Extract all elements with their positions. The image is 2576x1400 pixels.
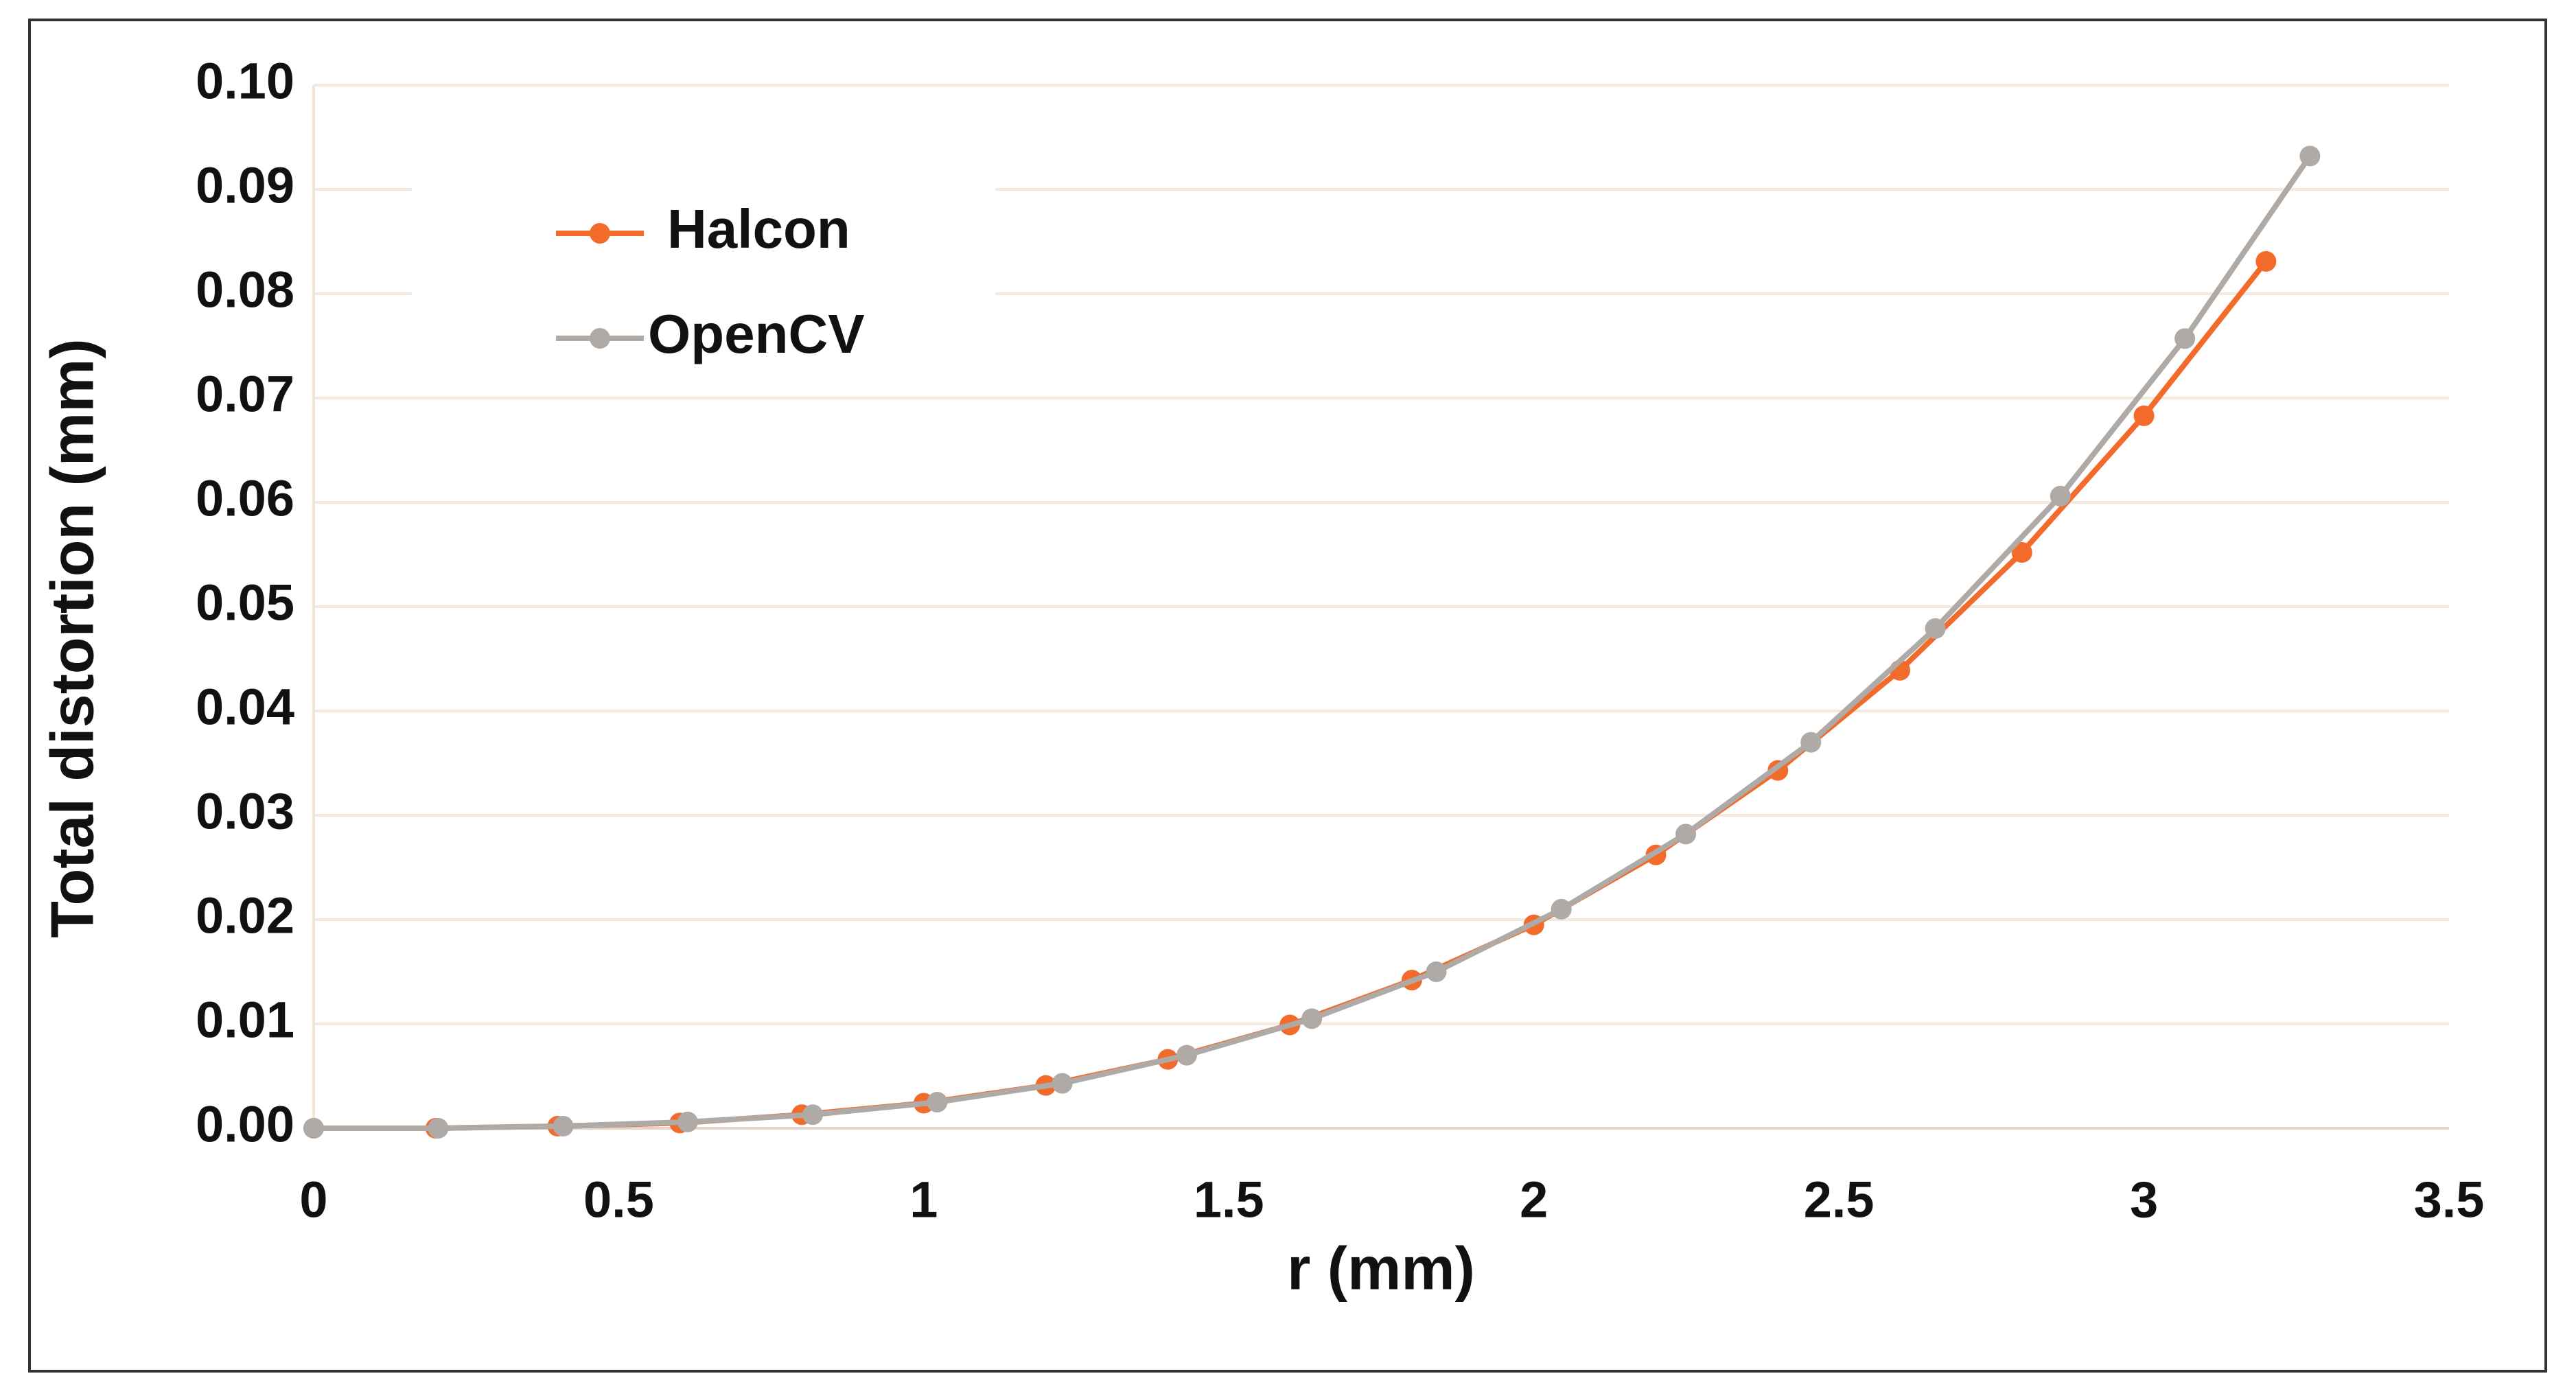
data-point [2255,250,2277,272]
data-point [1925,618,1946,639]
x-tick-label: 1 [909,1171,938,1228]
x-tick-label: 2 [1520,1171,1548,1228]
data-point [1426,961,1447,982]
x-tick-label: 2.5 [1804,1171,1875,1228]
y-tick-label: 0.05 [196,574,294,631]
data-point [1176,1045,1197,1066]
legend-marker [590,328,610,349]
x-tick-label: 0.5 [583,1171,654,1228]
data-point [1675,824,1697,845]
y-tick-label: 0.06 [196,470,294,527]
data-point [802,1104,824,1125]
x-axis-title: r (mm) [1287,1234,1475,1302]
legend-label: Halcon [667,198,850,259]
y-tick-label: 0.09 [196,157,294,214]
data-point [2299,145,2321,167]
x-tick-label: 3.5 [2414,1171,2485,1228]
y-tick-label: 0.03 [196,783,294,840]
legend-marker [590,223,610,244]
data-point [428,1118,449,1139]
data-point [927,1092,948,1112]
data-point [1800,732,1822,753]
data-point [2133,405,2155,426]
data-point [2011,541,2032,563]
y-tick-label: 0.02 [196,887,294,944]
x-tick-label: 1.5 [1194,1171,1264,1228]
x-tick-label: 3 [2130,1171,2158,1228]
data-point [2050,485,2071,506]
y-tick-label: 0.07 [196,366,294,423]
x-tick-label: 0 [299,1171,327,1228]
data-point [2174,328,2196,349]
y-tick-label: 0.10 [196,53,294,110]
data-point [1052,1073,1073,1094]
y-tick-label: 0.04 [196,679,294,736]
data-point [553,1115,574,1136]
data-point [303,1118,324,1139]
data-point [677,1111,698,1132]
y-axis-title: Total distortion (mm) [38,338,106,937]
data-point [1301,1008,1323,1029]
y-tick-label: 0.00 [196,1096,294,1153]
frame [28,19,2547,1373]
y-tick-label: 0.01 [196,992,294,1049]
data-point [1551,898,1572,920]
y-tick-label: 0.08 [196,261,294,318]
legend-box [412,165,995,395]
legend-label: OpenCV [648,303,865,364]
